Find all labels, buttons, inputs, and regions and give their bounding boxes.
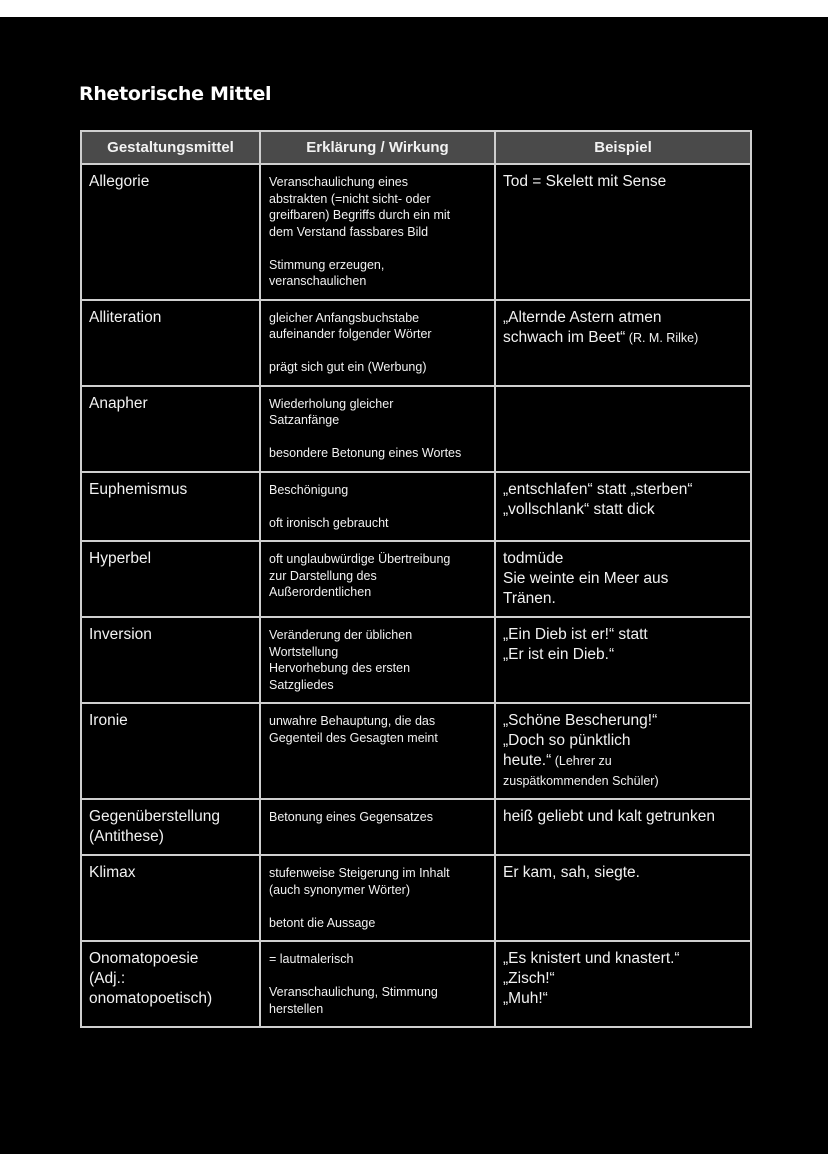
header-term: Gestaltungsmittel <box>80 130 261 165</box>
table-row: Ironie unwahre Behauptung, die das Gegen… <box>80 702 752 800</box>
example-text: todmüde Sie weinte ein Meer aus Tränen. <box>503 550 669 607</box>
example-text: „Ein Dieb ist er!“ statt „Er ist ein Die… <box>503 626 648 663</box>
example-cell: heiß geliebt und kalt getrunken <box>494 798 752 856</box>
explanation-cell: unwahre Behauptung, die das Gegenteil de… <box>259 702 496 800</box>
table-row: Klimax stufenweise Steigerung im Inhalt … <box>80 854 752 942</box>
table-header-row: Gestaltungsmittel Erklärung / Wirkung Be… <box>80 130 752 165</box>
table-row: Alliteration gleicher Anfangsbuchstabe a… <box>80 298 752 387</box>
table-row: Gegenüberstellung (Antithese) Betonung e… <box>80 798 752 856</box>
explanation-cell: Wiederholung gleicher Satzanfänge besond… <box>259 384 496 473</box>
term-cell: Gegenüberstellung (Antithese) <box>80 798 261 856</box>
term-cell: Inversion <box>80 616 261 704</box>
example-cell: todmüde Sie weinte ein Meer aus Tränen. <box>494 540 752 618</box>
table-row: Allegorie Veranschaulichung eines abstra… <box>80 163 752 301</box>
example-text: Er kam, sah, siegte. <box>503 864 640 881</box>
explanation-cell: Beschönigung oft ironisch gebraucht <box>259 470 496 542</box>
example-text: „entschlafen“ statt „sterben“ „vollschla… <box>503 480 693 518</box>
table-row: Hyperbel oft unglaubwürdige Übertreibung… <box>80 540 752 618</box>
example-cell <box>494 384 752 473</box>
term-cell: Alliteration <box>80 298 261 387</box>
document-page: Rhetorische Mittel Gestaltungsmittel Erk… <box>0 17 828 1154</box>
rhetoric-table: Gestaltungsmittel Erklärung / Wirkung Be… <box>80 130 752 1028</box>
term-cell: Euphemismus <box>80 470 261 542</box>
table-row: Inversion Veränderung der üblichen Worts… <box>80 616 752 704</box>
explanation-cell: gleicher Anfangsbuchstabe aufeinander fo… <box>259 298 496 387</box>
explanation-cell: Veranschaulichung eines abstrakten (=nic… <box>259 163 496 301</box>
example-text: Tod = Skelett mit Sense <box>503 173 667 190</box>
term-cell: Onomatopoesie (Adj.: onomatopoetisch) <box>80 940 261 1028</box>
example-note: (R. M. Rilke) <box>625 330 699 345</box>
example-cell: „Es knistert und knastert.“ „Zisch!“ „Mu… <box>494 940 752 1028</box>
term-cell: Allegorie <box>80 163 261 301</box>
example-cell: Er kam, sah, siegte. <box>494 854 752 942</box>
header-explanation: Erklärung / Wirkung <box>259 130 496 165</box>
explanation-cell: oft unglaubwürdige Übertreibung zur Dars… <box>259 540 496 618</box>
term-cell: Klimax <box>80 854 261 942</box>
example-text: „Schöne Bescherung!“ „Doch so pünktlich … <box>503 712 658 769</box>
term-cell: Anapher <box>80 384 261 473</box>
explanation-cell: = lautmalerisch Veranschaulichung, Stimm… <box>259 940 496 1028</box>
header-example: Beispiel <box>494 130 752 165</box>
explanation-cell: Betonung eines Gegensatzes <box>259 798 496 856</box>
term-cell: Ironie <box>80 702 261 800</box>
table-row: Anapher Wiederholung gleicher Satzanfäng… <box>80 384 752 473</box>
example-note: (Lehrer zu zuspätkommenden Schüler) <box>503 754 659 788</box>
table-row: Euphemismus Beschönigung oft ironisch ge… <box>80 470 752 542</box>
example-text: „Alternde Astern atmen schwach im Beet“ <box>503 308 662 346</box>
example-text: „Es knistert und knastert.“ „Zisch!“ „Mu… <box>503 950 680 1007</box>
example-cell: „entschlafen“ statt „sterben“ „vollschla… <box>494 470 752 542</box>
term-cell: Hyperbel <box>80 540 261 618</box>
example-cell: „Ein Dieb ist er!“ statt „Er ist ein Die… <box>494 616 752 704</box>
explanation-cell: Veränderung der üblichen Wortstellung He… <box>259 616 496 704</box>
explanation-cell: stufenweise Steigerung im Inhalt (auch s… <box>259 854 496 942</box>
example-cell: Tod = Skelett mit Sense <box>494 163 752 301</box>
example-cell: „Alternde Astern atmen schwach im Beet“ … <box>494 298 752 387</box>
example-cell: „Schöne Bescherung!“ „Doch so pünktlich … <box>494 702 752 800</box>
table-row: Onomatopoesie (Adj.: onomatopoetisch) = … <box>80 940 752 1028</box>
example-text: heiß geliebt und kalt getrunken <box>503 808 715 825</box>
page-title: Rhetorische Mittel <box>79 83 272 105</box>
